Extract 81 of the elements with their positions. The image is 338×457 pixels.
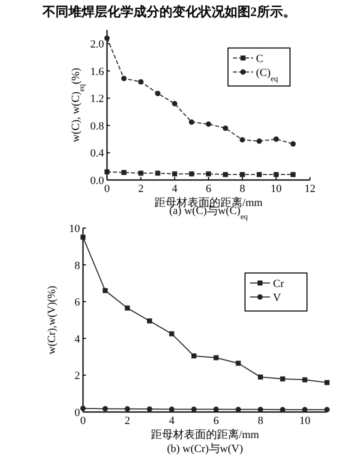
point — [146, 406, 152, 412]
annotation: (b) w(Cr)与w(V) — [166, 443, 244, 455]
ylabel: w(Cr),w(V)(%) — [46, 286, 58, 354]
xtick: 6 — [206, 183, 212, 195]
xtick: 8 — [258, 415, 264, 427]
point — [102, 406, 108, 412]
ytick: 1.2 — [90, 93, 104, 106]
point — [214, 355, 219, 360]
point — [169, 331, 174, 336]
ytick: 0.4 — [90, 148, 104, 160]
xlabel: 距母材表面的距离/mm — [154, 197, 263, 209]
point — [104, 35, 110, 41]
point — [191, 353, 196, 358]
point — [172, 100, 178, 106]
point — [102, 288, 108, 294]
point — [236, 406, 241, 412]
point — [258, 374, 263, 380]
point — [222, 172, 228, 178]
ytick: 6 — [74, 296, 80, 309]
point — [290, 141, 296, 147]
ytick: 8 — [74, 260, 80, 272]
ytick: 10 — [69, 223, 80, 235]
point — [222, 125, 228, 131]
point — [191, 406, 197, 412]
xtick: 10 — [299, 415, 310, 427]
point — [302, 406, 308, 412]
point — [172, 171, 178, 176]
point — [155, 170, 160, 176]
point — [155, 90, 160, 96]
point — [80, 406, 86, 412]
point — [121, 76, 127, 82]
xtick: 4 — [168, 415, 174, 427]
point — [138, 79, 144, 85]
point — [206, 171, 211, 176]
title: 不同堆焊层化学成分的变化状况如图2所示。 — [42, 4, 296, 19]
point — [124, 406, 130, 412]
xtick: 10 — [270, 183, 282, 195]
point — [121, 170, 126, 175]
ytick: 2.0 — [90, 38, 104, 51]
point — [290, 172, 296, 178]
point — [280, 406, 286, 412]
xtick: 2 — [124, 415, 130, 427]
legend-label: (C)$_{eq}$ — [256, 67, 278, 82]
ytick: 0 — [74, 407, 80, 419]
point — [240, 172, 245, 178]
ytick: 1.6 — [90, 66, 104, 78]
point — [104, 169, 110, 174]
xtick: 12 — [304, 183, 316, 195]
point — [256, 172, 262, 178]
point — [147, 318, 152, 324]
point — [188, 119, 194, 125]
point — [213, 406, 219, 412]
point — [274, 172, 279, 178]
point — [324, 406, 330, 412]
xtick: 8 — [240, 183, 246, 195]
ytick: 2 — [74, 370, 80, 382]
xtick: 2 — [138, 183, 144, 195]
legend-label: C — [256, 53, 264, 65]
ytick: 0.8 — [90, 120, 104, 132]
point — [138, 170, 144, 176]
xtick: 0 — [104, 183, 110, 195]
point — [256, 138, 262, 144]
point — [189, 171, 194, 176]
point — [236, 360, 241, 366]
legend-label: V — [273, 292, 281, 304]
xtick: 4 — [172, 183, 178, 195]
point — [124, 306, 130, 311]
xtick: 6 — [213, 415, 219, 427]
point — [273, 136, 279, 142]
point — [324, 380, 330, 386]
ytick: 4 — [74, 333, 80, 346]
point — [302, 377, 308, 382]
legend-label: Cr — [273, 278, 284, 290]
xlabel: 距母材表面的距离/mm — [150, 429, 260, 441]
ytick: 0.0 — [90, 175, 104, 187]
xtick: 0 — [80, 415, 86, 427]
point — [206, 121, 212, 127]
point — [280, 376, 286, 382]
point — [80, 234, 86, 240]
point — [258, 406, 264, 412]
point — [240, 137, 246, 142]
